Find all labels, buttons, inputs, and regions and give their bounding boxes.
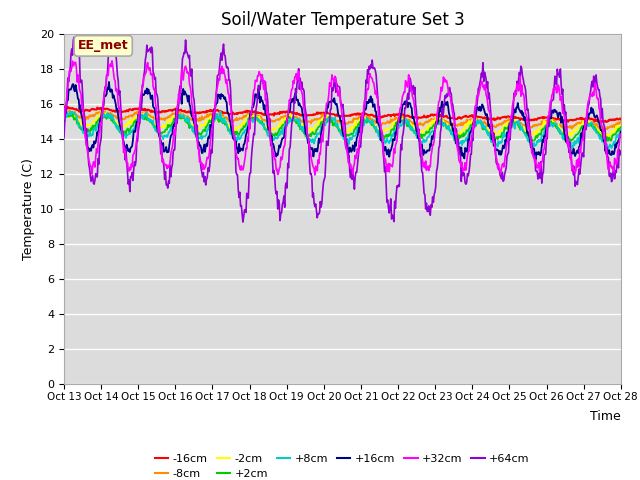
Text: Time: Time	[590, 410, 621, 423]
Text: EE_met: EE_met	[78, 39, 129, 52]
Title: Soil/Water Temperature Set 3: Soil/Water Temperature Set 3	[221, 11, 464, 29]
Y-axis label: Temperature (C): Temperature (C)	[22, 158, 35, 260]
Legend: -16cm, -8cm, -2cm, +2cm, +8cm, +16cm, +32cm, +64cm: -16cm, -8cm, -2cm, +2cm, +8cm, +16cm, +3…	[150, 449, 534, 480]
